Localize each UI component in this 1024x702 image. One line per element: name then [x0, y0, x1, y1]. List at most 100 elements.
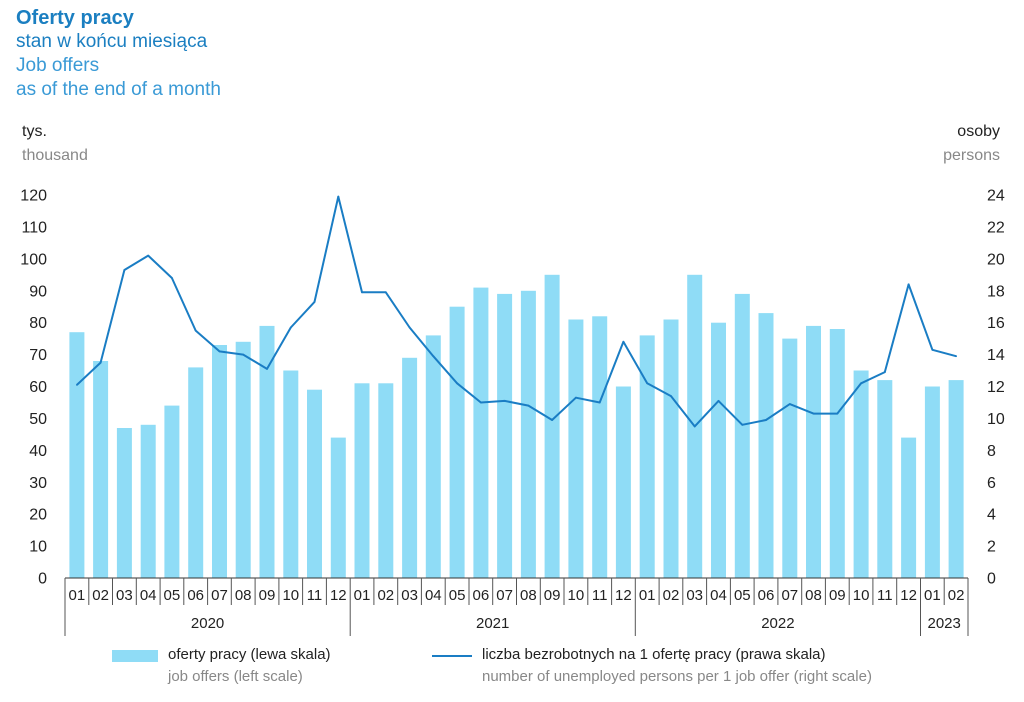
x-tick-label: 02 [92, 587, 109, 604]
bar [473, 287, 489, 578]
right-axis-unit-en: persons [943, 147, 1000, 164]
line-point [622, 340, 625, 343]
x-tick-label: 09 [544, 587, 561, 604]
line-point [337, 195, 340, 198]
left-tick-label: 120 [20, 188, 47, 205]
bar [140, 424, 156, 578]
right-tick-label: 12 [987, 379, 1005, 396]
left-tick-label: 60 [29, 379, 47, 396]
x-tick-label: 06 [187, 587, 204, 604]
x-tick-label: 01 [69, 587, 86, 604]
legend-bars-label-pl: oferty pracy (lewa skala) [168, 646, 331, 663]
line-point [646, 382, 649, 385]
left-axis-unit-pl: tys. [22, 123, 47, 140]
bar [425, 335, 441, 578]
year-label: 2022 [761, 615, 794, 632]
x-tick-label: 09 [259, 587, 276, 604]
x-tick-label: 03 [401, 587, 418, 604]
bar [568, 319, 584, 578]
bar [164, 405, 180, 578]
x-tick-label: 11 [877, 587, 893, 604]
line-point [527, 404, 530, 407]
line-point [551, 419, 553, 421]
right-tick-label: 14 [987, 347, 1005, 364]
bar [259, 325, 275, 578]
right-tick-label: 20 [987, 251, 1005, 268]
bar [639, 335, 655, 578]
left-tick-label: 90 [29, 283, 47, 300]
bar [235, 341, 251, 578]
bar [69, 332, 85, 578]
x-tick-label: 07 [781, 587, 798, 604]
line-point [218, 350, 221, 353]
x-tick-label: 12 [900, 587, 917, 604]
line-point [812, 412, 815, 415]
line-point [931, 348, 934, 351]
x-tick-label: 05 [734, 587, 751, 604]
bar [449, 306, 465, 578]
line-point [741, 423, 744, 426]
x-tick-label: 02 [948, 587, 965, 604]
bar [520, 290, 536, 579]
right-axis-unit-pl: osoby [957, 123, 1000, 140]
x-tick-label: 09 [829, 587, 846, 604]
bar [212, 345, 227, 578]
right-tick-label: 6 [987, 475, 996, 492]
legend-line-label-en: number of unemployed persons per 1 job o… [482, 668, 872, 685]
bar [93, 361, 109, 578]
left-tick-label: 10 [29, 539, 47, 556]
legend-line-swatch [432, 655, 472, 657]
x-tick-label: 07 [211, 587, 228, 604]
bar [853, 370, 869, 578]
left-tick-label: 80 [29, 315, 47, 332]
bar [734, 293, 750, 578]
bar [283, 370, 299, 578]
line-point [361, 291, 363, 294]
right-tick-label: 4 [987, 507, 996, 524]
x-tick-label: 03 [686, 587, 703, 604]
x-tick-label: 05 [164, 587, 181, 604]
bar [497, 293, 513, 578]
bar [378, 383, 394, 578]
x-tick-label: 01 [639, 587, 656, 604]
right-tick-label: 18 [987, 283, 1005, 300]
left-tick-label: 100 [20, 251, 47, 268]
left-tick-label: 30 [29, 475, 47, 492]
line-point [670, 395, 672, 397]
right-tick-label: 0 [987, 571, 996, 588]
line-point [955, 355, 957, 358]
line-point [432, 355, 435, 358]
right-axis-unit: osoby persons [943, 120, 1000, 168]
bar [307, 389, 322, 578]
line-point [765, 419, 767, 421]
x-tick-label: 02 [663, 587, 680, 604]
x-tick-label: 08 [235, 587, 252, 604]
x-tick-label: 10 [282, 587, 299, 604]
line-point [384, 291, 387, 294]
x-tick-label: 06 [473, 587, 490, 604]
line-point [266, 368, 268, 370]
right-tick-label: 16 [987, 315, 1005, 332]
bar [782, 338, 798, 578]
left-tick-label: 0 [38, 571, 47, 588]
right-tick-label: 24 [987, 188, 1005, 205]
year-label: 2023 [928, 615, 961, 632]
x-tick-label: 06 [758, 587, 775, 604]
right-tick-label: 8 [987, 443, 996, 460]
line-point [194, 329, 197, 332]
left-tick-label: 70 [29, 347, 47, 364]
line-point [598, 401, 601, 404]
bar [806, 325, 821, 578]
left-tick-label: 110 [21, 219, 47, 236]
line-point [147, 254, 150, 257]
bar [758, 313, 774, 578]
chart-subtitle-en: as of the end of a month [16, 79, 221, 100]
line-point [171, 277, 173, 279]
bar [829, 329, 845, 578]
line-point [860, 382, 862, 385]
bar [877, 380, 893, 578]
x-tick-label: 08 [805, 587, 822, 604]
right-tick-label: 10 [987, 411, 1005, 428]
line-point [788, 403, 791, 405]
